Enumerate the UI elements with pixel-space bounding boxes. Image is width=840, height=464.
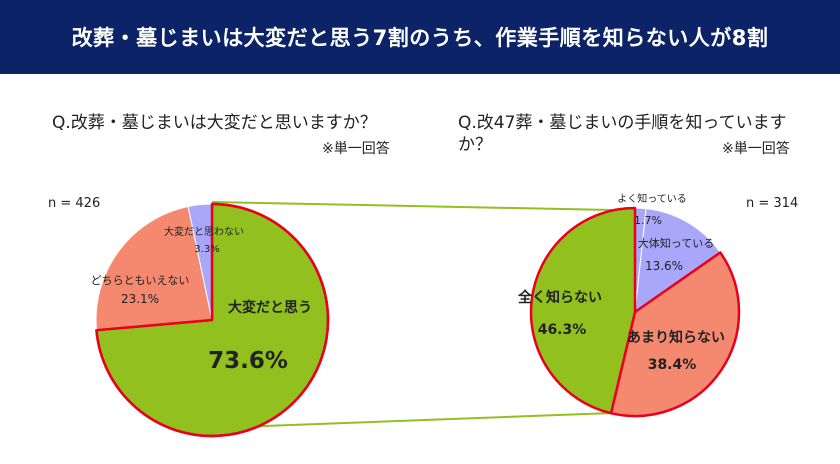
pie-slice-do-not-know — [529, 206, 637, 415]
connector-line-bottom — [211, 412, 613, 429]
right-note: ※単一回答 — [722, 141, 790, 157]
pie-slice-know-roughly — [634, 208, 721, 313]
slice-label-know-roughly: 大体知っている — [638, 236, 714, 250]
slice-value-difficult: 73.6% — [208, 348, 288, 374]
slice-value-know-well: 1.7% — [634, 214, 662, 227]
slice-label-barely-know: あまり知らない — [627, 329, 725, 346]
slice-label-difficult: 大変だと思う — [228, 299, 312, 316]
connector-line-top — [211, 201, 613, 211]
slice-value-not-difficult: 3.3% — [194, 244, 219, 255]
right-question-line2: か？ — [458, 135, 492, 155]
left-sample-size: n = 426 — [48, 196, 101, 211]
slice-value-barely-know: 38.4% — [648, 357, 697, 373]
page-title: 改葬・墓じまいは大変だと思う7割のうち、作業手順を知らない人が8割 — [0, 0, 840, 74]
left-note: ※単一回答 — [322, 141, 390, 157]
slice-value-do-not-know: 46.3% — [538, 322, 587, 338]
pie-slice-barely-know — [609, 251, 741, 418]
slice-label-not-difficult: 大変だと思わない — [164, 225, 244, 238]
right-sample-size: n = 314 — [746, 196, 799, 211]
pie-slice-neutral — [95, 205, 213, 331]
slice-label-neutral: どちらともいえない — [91, 274, 190, 287]
left-question: Q.改葬・墓じまいは大変だと思いますか？ — [52, 113, 377, 133]
pie-chart-procedure-knowledge: よく知っている 1.7% 大体知っている 13.6% あまり知らない 38.4% 全く知らな… — [517, 192, 741, 418]
pie-chart-difficulty: 大変だと思う 73.6% どちらともいえない 23.1% 大変だと思わない 3.3% — [91, 202, 330, 438]
slice-label-know-well: よく知っている — [617, 192, 687, 205]
connector-lines — [211, 201, 613, 429]
right-question-line1: Q.改47葬・墓じまいの手順を知っています — [458, 113, 787, 133]
slice-label-do-not-know: 全く知らない — [517, 289, 602, 306]
slice-value-know-roughly: 13.6% — [645, 259, 683, 273]
slice-value-neutral: 23.1% — [121, 292, 159, 306]
pie-slice-highlight-outline — [95, 202, 330, 438]
